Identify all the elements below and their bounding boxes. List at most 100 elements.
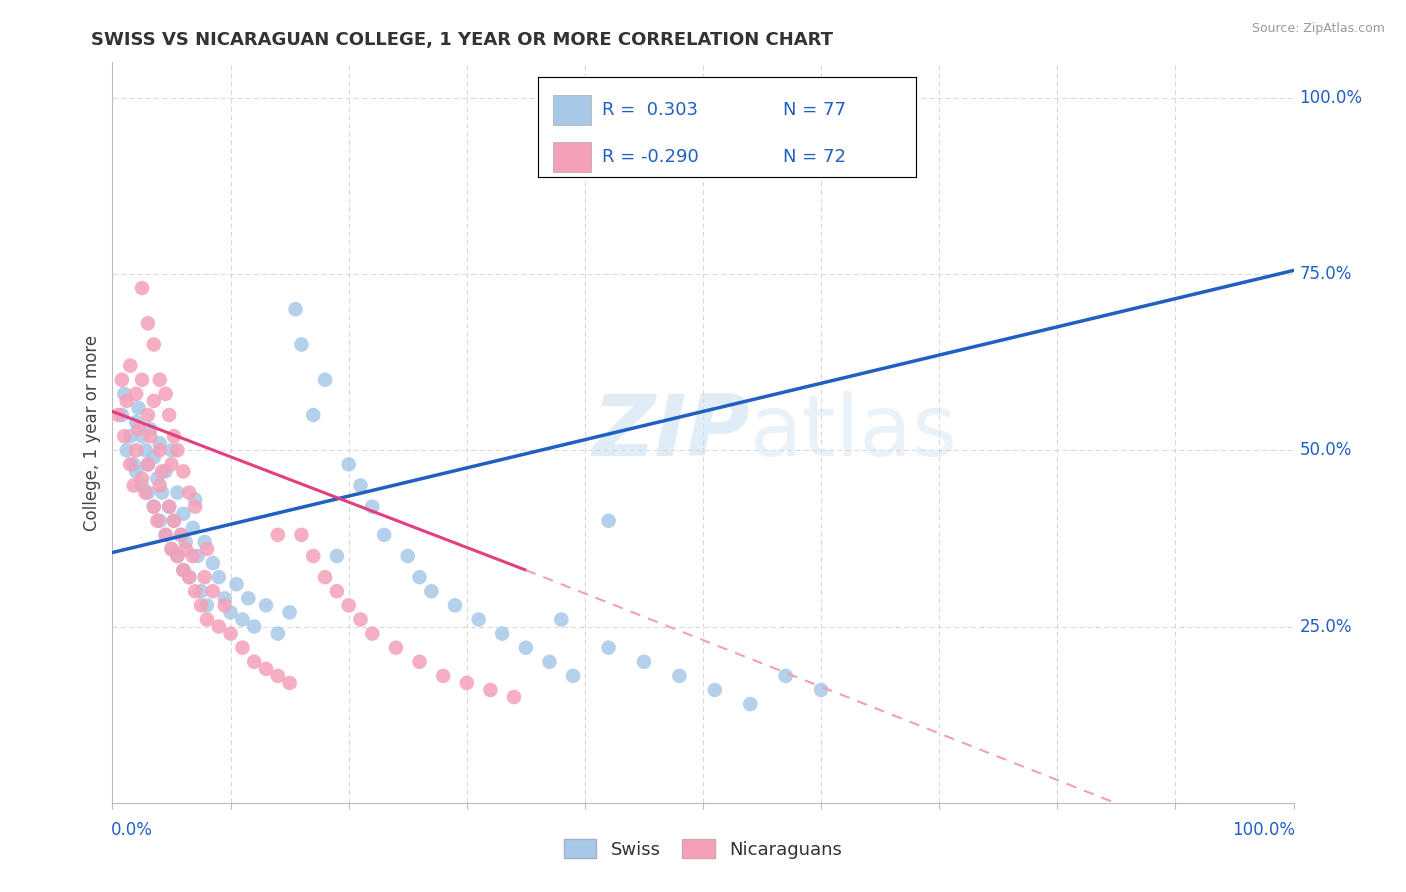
- Point: [238, 591, 260, 606]
- Point: [149, 436, 172, 450]
- Point: [139, 429, 162, 443]
- Point: [190, 584, 212, 599]
- Point: [208, 570, 231, 584]
- Point: [125, 387, 148, 401]
- Point: [142, 393, 165, 408]
- Point: [195, 612, 218, 626]
- Point: [155, 464, 177, 478]
- Point: [290, 528, 312, 542]
- Point: [160, 443, 183, 458]
- Point: [668, 669, 690, 683]
- Point: [139, 422, 162, 436]
- Point: [115, 443, 138, 458]
- Point: [155, 528, 177, 542]
- Point: [456, 676, 478, 690]
- Point: [181, 521, 204, 535]
- Point: [172, 507, 194, 521]
- Text: 0.0%: 0.0%: [111, 822, 153, 839]
- Point: [243, 655, 266, 669]
- Point: [146, 471, 169, 485]
- Point: [166, 485, 188, 500]
- Point: [136, 316, 159, 330]
- Point: [633, 655, 655, 669]
- Point: [284, 302, 307, 317]
- Point: [538, 655, 561, 669]
- Point: [278, 606, 301, 620]
- Point: [142, 500, 165, 514]
- Point: [131, 478, 153, 492]
- Point: [267, 669, 290, 683]
- Point: [111, 373, 134, 387]
- Point: [136, 408, 159, 422]
- Point: [550, 612, 572, 626]
- Point: [184, 500, 207, 514]
- Point: [166, 443, 188, 458]
- Point: [444, 599, 467, 613]
- Point: [157, 500, 180, 514]
- Point: [155, 387, 177, 401]
- Point: [326, 584, 349, 599]
- Point: [172, 464, 194, 478]
- Point: [174, 535, 197, 549]
- Point: [598, 514, 620, 528]
- Point: [314, 570, 336, 584]
- Point: [149, 478, 172, 492]
- Point: [136, 458, 159, 472]
- Point: [142, 337, 165, 351]
- Point: [172, 563, 194, 577]
- Point: [131, 471, 153, 485]
- Text: 100.0%: 100.0%: [1232, 822, 1295, 839]
- Point: [243, 619, 266, 633]
- Point: [163, 514, 186, 528]
- Point: [208, 619, 231, 633]
- Point: [195, 599, 218, 613]
- Point: [503, 690, 526, 704]
- Point: [131, 281, 153, 295]
- Point: [190, 599, 212, 613]
- Point: [326, 549, 349, 563]
- Point: [136, 458, 159, 472]
- Point: [131, 373, 153, 387]
- Point: [515, 640, 537, 655]
- Point: [219, 606, 242, 620]
- Point: [385, 640, 408, 655]
- Point: [149, 443, 172, 458]
- Point: [703, 683, 725, 698]
- Point: [149, 373, 172, 387]
- Point: [163, 514, 186, 528]
- Point: [135, 443, 157, 458]
- Point: [254, 599, 277, 613]
- Point: [122, 478, 145, 492]
- Point: [160, 541, 183, 556]
- Point: [396, 549, 419, 563]
- Point: [170, 528, 193, 542]
- Point: [112, 387, 135, 401]
- Point: [267, 626, 290, 640]
- Point: [120, 359, 142, 373]
- Point: [278, 676, 301, 690]
- Point: [361, 500, 384, 514]
- Point: [131, 429, 153, 443]
- Point: [181, 549, 204, 563]
- Point: [201, 556, 224, 570]
- Point: [120, 429, 142, 443]
- Point: [111, 408, 134, 422]
- Point: [361, 626, 384, 640]
- Point: [115, 393, 138, 408]
- Point: [166, 549, 188, 563]
- Point: [195, 541, 218, 556]
- Point: [740, 697, 762, 711]
- Point: [155, 528, 177, 542]
- Point: [432, 669, 454, 683]
- Point: [146, 514, 169, 528]
- Text: 100.0%: 100.0%: [1299, 88, 1362, 107]
- Point: [314, 373, 336, 387]
- Point: [408, 655, 430, 669]
- Point: [179, 570, 201, 584]
- Point: [136, 485, 159, 500]
- Point: [408, 570, 430, 584]
- Point: [491, 626, 513, 640]
- Point: [420, 584, 443, 599]
- Point: [562, 669, 585, 683]
- Point: [150, 485, 173, 500]
